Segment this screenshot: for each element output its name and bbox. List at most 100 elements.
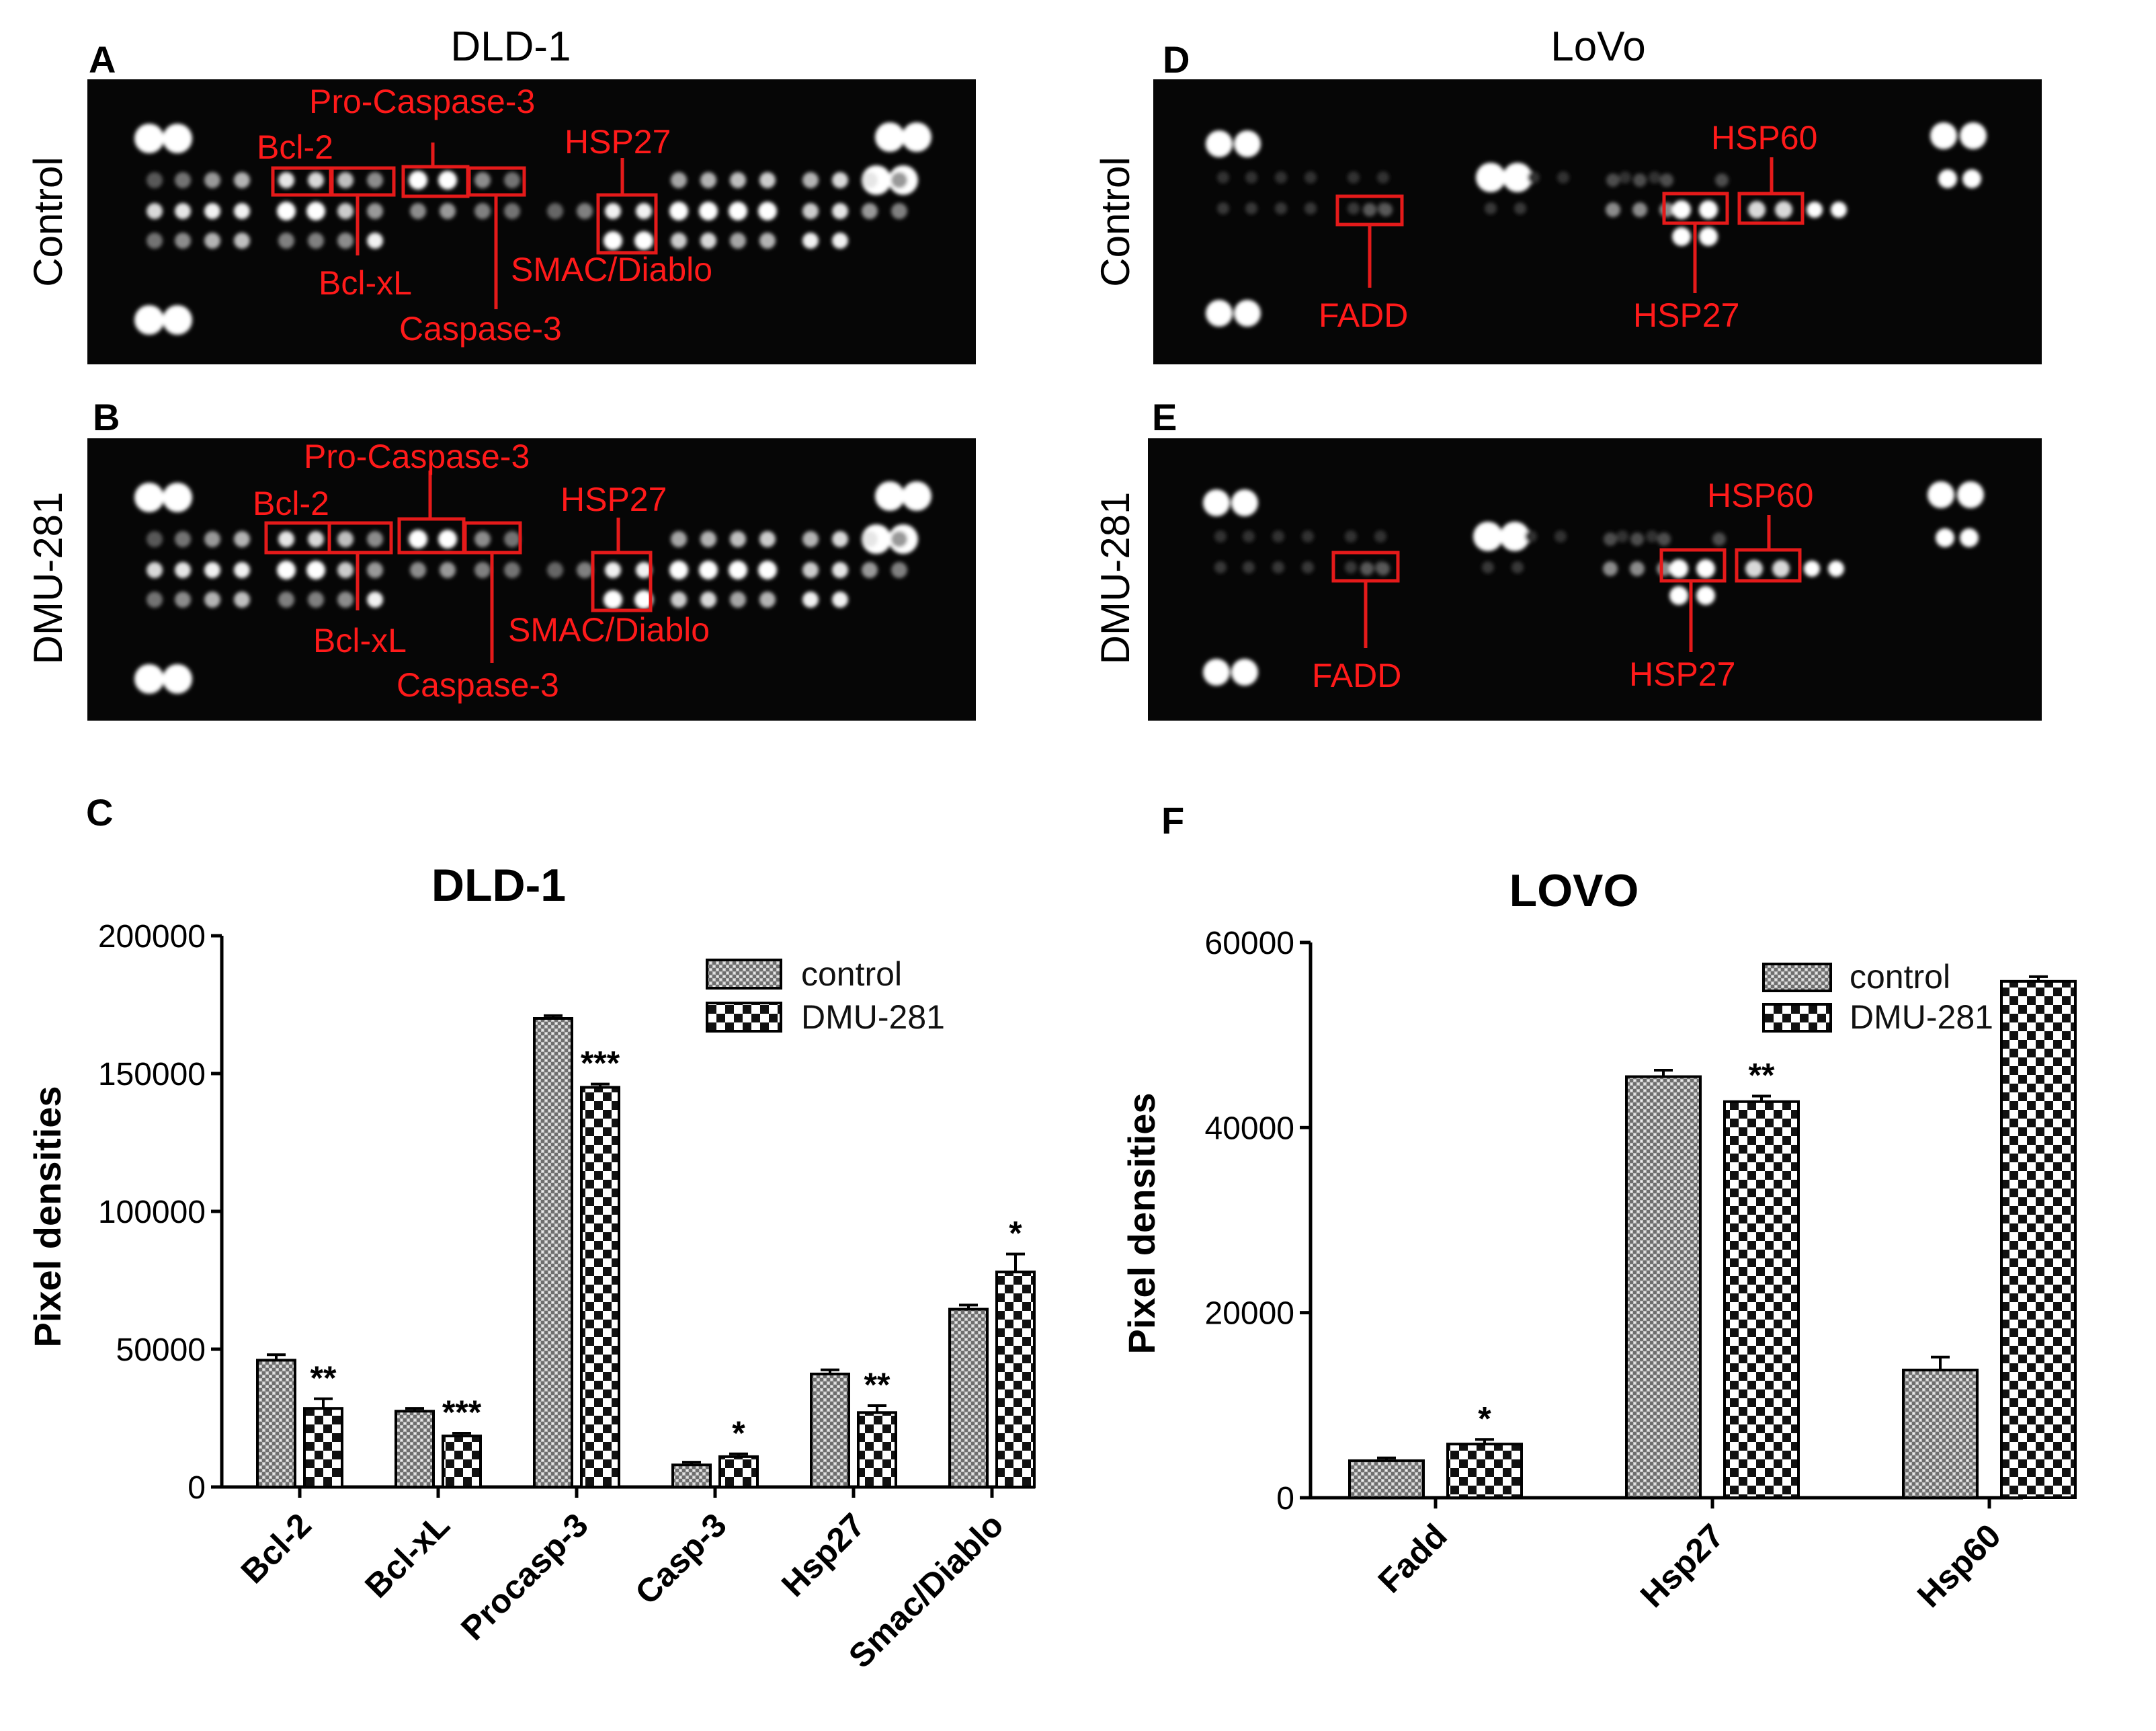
- blot-spot: [1500, 522, 1530, 551]
- blot-spot: [163, 124, 192, 153]
- blot-spot: [802, 531, 819, 547]
- blot-spot: [1962, 169, 1981, 188]
- blot-spot: [1482, 561, 1494, 573]
- label-procasp3-a: Pro-Caspase-3: [309, 83, 535, 120]
- blot-spot: [147, 203, 163, 219]
- blot-spot: [1828, 561, 1844, 577]
- blot-dots-e: [1203, 481, 1984, 686]
- blot-spot: [410, 562, 426, 578]
- label-smac-b: SMAC/Diablo: [508, 611, 710, 649]
- blot-spot: [605, 562, 621, 578]
- legend-label-dmu-dld1: DMU-281: [801, 998, 945, 1036]
- blot-dots-d: [1206, 122, 1987, 327]
- blot-spot: [1633, 173, 1647, 187]
- label-bcl2-a: Bcl-2: [257, 128, 333, 166]
- blot-spot: [875, 122, 905, 152]
- blot-spot: [902, 481, 931, 511]
- bar-dmu281: [718, 1455, 759, 1488]
- blot-spot: [1632, 202, 1647, 217]
- row-label-e: DMU-281: [1093, 492, 1138, 665]
- panel-label-b: B: [93, 396, 120, 438]
- blot-spot: [134, 483, 164, 512]
- significance-mark: *: [1009, 1215, 1022, 1252]
- y-tick-label: 200000: [98, 919, 206, 955]
- x-tick-label: Hsp27: [1633, 1517, 1731, 1615]
- blot-spot: [758, 202, 777, 220]
- blot-spot: [862, 172, 878, 188]
- blot-spot: [1473, 522, 1503, 551]
- blot-spot: [234, 531, 250, 547]
- blot-spot: [1603, 561, 1618, 576]
- label-bclxl-b: Bcl-xL: [313, 622, 407, 659]
- blot-spot: [671, 233, 687, 249]
- blot-spot: [604, 231, 622, 250]
- box-bclxl-b: [327, 521, 393, 555]
- blot-spot: [175, 172, 191, 188]
- blot-spot: [1272, 561, 1284, 573]
- blot-spot: [367, 562, 383, 578]
- blot-spot: [1699, 227, 1718, 246]
- blot-spot: [234, 592, 250, 608]
- blot-spot: [1376, 562, 1390, 575]
- blot-spot: [1938, 169, 1957, 188]
- blot-spot: [700, 531, 716, 547]
- blot-spot: [1831, 202, 1847, 218]
- blot-spot: [306, 561, 325, 579]
- blot-spot: [605, 203, 621, 219]
- label-hsp60-e: HSP60: [1707, 477, 1813, 514]
- blot-spot: [204, 233, 220, 249]
- label-hsp27-a: HSP27: [565, 123, 671, 161]
- blot-spot: [134, 305, 164, 335]
- blot-spot: [1485, 202, 1497, 214]
- label-bclxl-a: Bcl-xL: [319, 264, 412, 302]
- blot-panel-d: [1153, 79, 2042, 364]
- blot-spot: [504, 203, 520, 219]
- chart-title-lovo: LOVO: [1509, 865, 1639, 916]
- blot-spot: [147, 592, 163, 608]
- blot-spot: [308, 531, 324, 547]
- annotations-d: HSP60 FADD HSP27: [1319, 119, 1817, 334]
- blot-spot: [440, 562, 456, 578]
- y-tick-label: 20000: [1205, 1296, 1294, 1332]
- blot-spot: [147, 562, 163, 578]
- bar-dmu281: [442, 1435, 482, 1488]
- blot-spot: [204, 562, 220, 578]
- label-fadd-d: FADD: [1319, 296, 1408, 334]
- blot-spot: [410, 203, 426, 219]
- box-hsp27-a: [596, 193, 658, 255]
- y-axis-label-dld1: Pixel densities: [26, 1086, 69, 1347]
- significance-mark: ***: [581, 1045, 620, 1082]
- blot-spot: [636, 562, 652, 578]
- blot-spot: [1936, 528, 1954, 547]
- blot-spot: [1302, 561, 1314, 573]
- blot-spot: [277, 561, 296, 579]
- blot-spot: [367, 203, 383, 219]
- blot-spot: [1525, 530, 1537, 542]
- blot-spot: [337, 592, 354, 608]
- blot-spot: [759, 531, 776, 547]
- blot-spot: [204, 592, 220, 608]
- label-hsp27-d: HSP27: [1633, 296, 1739, 334]
- blot-spot: [175, 562, 191, 578]
- blot-spot: [367, 233, 383, 249]
- blot-spot: [759, 172, 776, 188]
- x-tick-label: Hsp60: [1910, 1517, 2008, 1615]
- blot-spot: [1669, 559, 1688, 578]
- blot-spot: [1616, 530, 1628, 542]
- blot-spot: [1604, 532, 1617, 546]
- blot-spot: [474, 562, 491, 578]
- blot-spot: [671, 172, 687, 188]
- y-tick-label: 0: [1276, 1481, 1294, 1517]
- blot-spot: [147, 531, 163, 547]
- blot-spot: [308, 233, 324, 249]
- blot-spot: [547, 203, 563, 219]
- blot-spot: [891, 203, 907, 219]
- blot-spot: [1619, 171, 1631, 184]
- blot-spot: [832, 233, 848, 249]
- blot-spot: [1214, 530, 1227, 542]
- blot-spot: [1348, 171, 1360, 184]
- annotations-e: HSP60 FADD HSP27: [1312, 477, 1813, 694]
- blot-spot: [204, 203, 220, 219]
- blot-spot: [699, 202, 718, 220]
- blot-spot: [1630, 532, 1644, 546]
